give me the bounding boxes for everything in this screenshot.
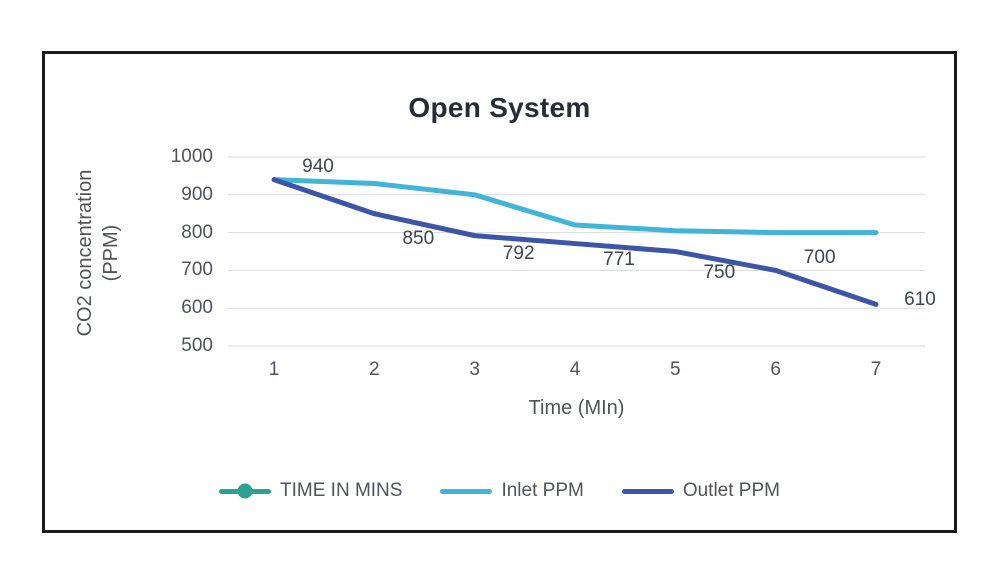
y-tick-label: 600: [181, 297, 213, 319]
y-tick-label: 900: [181, 183, 213, 205]
legend-line-swatch: [219, 483, 271, 499]
data-label-outlet-ppm: 850: [402, 227, 435, 249]
legend-label: Inlet PPM: [501, 480, 584, 501]
chart-title: Open System: [408, 92, 591, 123]
legend-label: Outlet PPM: [682, 480, 780, 501]
x-tick-label: 3: [469, 359, 480, 380]
series-line-inlet-ppm: [271, 177, 879, 236]
chart-legend: TIME IN MINS Inlet PPM Outlet PPM: [42, 478, 957, 504]
legend-line-swatch: [621, 488, 674, 494]
data-label-outlet-ppm: 750: [703, 261, 736, 283]
legend-line-swatch: [440, 488, 493, 494]
y-tick-label: 700: [181, 259, 213, 281]
data-label-outlet-ppm: 792: [502, 242, 535, 264]
y-axis-title-line1: CO2 concentration: [74, 169, 96, 337]
y-axis-title: CO2 concentration (PPM): [72, 108, 126, 398]
data-label-outlet-ppm: 700: [803, 247, 836, 269]
chart-frame: [42, 51, 957, 533]
legend-label: TIME IN MINS: [280, 480, 403, 501]
legend-item-time-in-mins: TIME IN MINS: [219, 480, 402, 502]
data-label-outlet-ppm: 771: [603, 248, 635, 270]
x-tick-label: 4: [569, 359, 581, 380]
y-tick-label: 800: [181, 221, 213, 243]
x-tick-label: 6: [770, 359, 781, 380]
x-tick-label: 5: [670, 359, 681, 380]
x-tick-label: 1: [268, 359, 280, 380]
data-label-outlet-ppm: 610: [904, 289, 936, 311]
y-tick-label: 1000: [170, 146, 213, 167]
x-tick-label: 2: [369, 359, 380, 380]
legend-item-inlet-ppm: Inlet PPM: [440, 480, 584, 502]
legend-item-outlet-ppm: Outlet PPM: [621, 480, 780, 502]
x-axis-title: Time (MIn): [528, 397, 625, 419]
data-label-outlet-ppm: 940: [302, 155, 334, 177]
series-line-outlet-ppm: [271, 177, 879, 307]
y-axis-title-line2: (PPM): [100, 224, 122, 282]
y-tick-label: 500: [181, 335, 213, 356]
x-tick-label: 7: [870, 359, 882, 380]
legend-circle-marker-icon: [237, 483, 253, 499]
